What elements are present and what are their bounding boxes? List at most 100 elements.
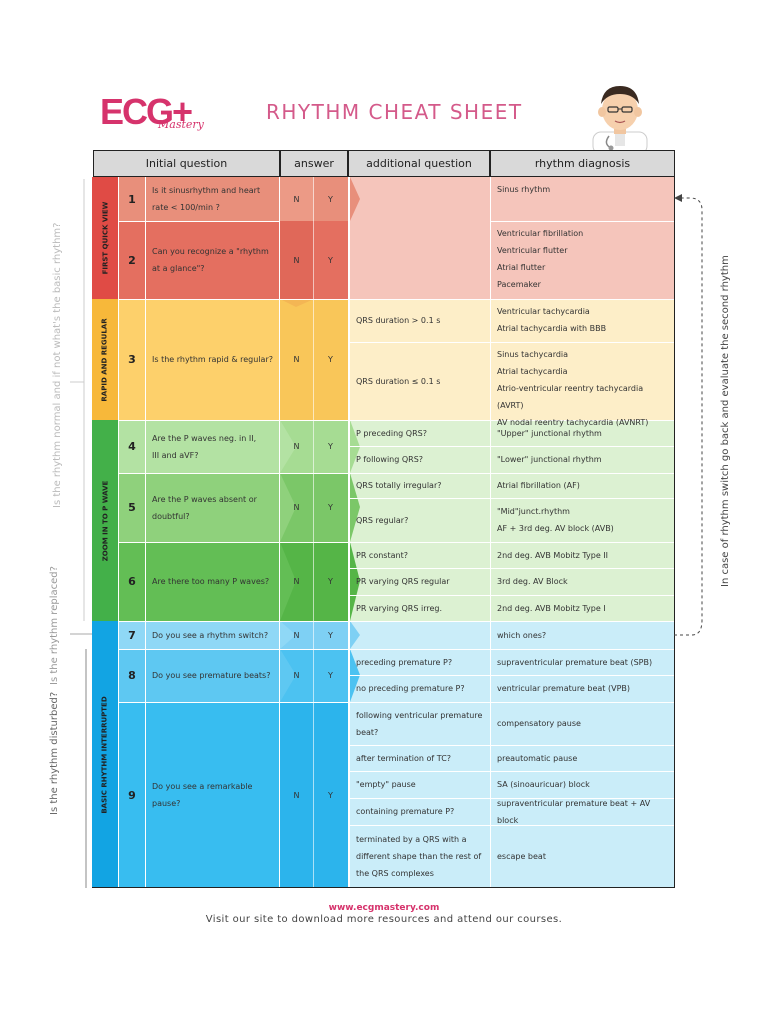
divider [350, 675, 674, 676]
grid-line [348, 177, 350, 888]
additional-question: QRS totally irregular? [356, 481, 442, 490]
question-number: 5 [128, 501, 136, 514]
additional-question [356, 221, 484, 299]
additional-question: QRS duration ≤ 0.1 s [356, 376, 441, 386]
answer-no: N [293, 255, 300, 265]
question-number: 3 [128, 353, 136, 366]
ecgmastery-logo: ECG+ Mastery [100, 92, 210, 134]
side-note-disturbed: Is the rhythm disturbed? [49, 691, 60, 815]
answer-no: N [293, 503, 300, 512]
divider [118, 649, 674, 650]
question-text: Are the P waves neg. in II, III and aVF? [152, 433, 257, 460]
rhythm-diagnosis: preautomatic pause [497, 753, 578, 763]
question-text: Can you recognize a "rhythm at a glance"… [152, 247, 269, 273]
divider [350, 568, 674, 569]
rhythm-diagnosis: Ventricular tachycardia Atrial tachycardi… [497, 307, 607, 333]
page-title: RHYTHM CHEAT SHEET [266, 100, 523, 124]
answer-no: N [293, 671, 300, 680]
rhythm-diagnosis: "Lower" junctional rhythm [497, 455, 602, 464]
section-band-red [92, 177, 118, 299]
additional-question: QRS regular? [356, 515, 409, 525]
rhythm-diagnosis: "Upper" junctional rhythm [497, 428, 602, 438]
divider [350, 498, 674, 499]
header-rhythm-diagnosis: rhythm diagnosis [490, 150, 675, 177]
additional-question: PR varying QRS regular [356, 577, 450, 586]
answer-yes: Y [328, 577, 333, 586]
grid-line [313, 177, 314, 888]
answer-no: N [293, 442, 300, 451]
divider [118, 221, 280, 222]
additional-question: "empty" pause [356, 780, 416, 789]
divider [118, 542, 674, 543]
rhythm-diagnosis: "Mid"junct.rhythm AF + 3rd deg. AV block … [497, 507, 614, 533]
side-note-replaced: Is the rhythm replaced? [49, 566, 60, 685]
section-band-green [92, 420, 118, 621]
header-answer: answer [280, 150, 348, 177]
question-number: 7 [128, 628, 136, 642]
section-label-zoom-p-wave: ZOOM IN TO P WAVE [101, 480, 109, 561]
rhythm-diagnosis: supraventricular premature beat + AV blo… [497, 798, 651, 825]
answer-yes: Y [328, 790, 333, 800]
logo-subtext: Mastery [158, 118, 204, 131]
question-number: 1 [128, 192, 136, 206]
additional-question [356, 177, 484, 221]
logo-text: ECG+ [100, 91, 193, 132]
rhythm-diagnosis: 2nd deg. AVB Mobitz Type II [497, 550, 609, 560]
question-number: 9 [128, 788, 136, 802]
grid-line [279, 177, 280, 888]
side-brackets [70, 179, 92, 888]
question-text: Do you see a remarkable pause? [152, 782, 253, 808]
additional-question: after termination of TC? [356, 753, 452, 763]
answer-yes: Y [328, 355, 333, 364]
answer-no: N [293, 194, 300, 204]
grid-line [145, 177, 146, 888]
divider [118, 299, 674, 300]
additional-question: PR constant? [356, 550, 408, 560]
grid-line [490, 177, 491, 888]
table-right-border [674, 150, 675, 888]
header-initial-question: Initial question [93, 150, 280, 177]
divider [350, 798, 674, 799]
rhythm-diagnosis: escape beat [497, 852, 546, 861]
answer-no: N [293, 577, 300, 586]
rhythm-switch-arrow-icon [674, 194, 703, 636]
divider [118, 702, 674, 703]
divider [350, 446, 674, 447]
row-bg [350, 621, 675, 888]
divider [118, 621, 674, 622]
question-number: 8 [128, 669, 136, 682]
divider [350, 342, 674, 343]
answer-yes: Y [328, 630, 333, 640]
answer-arrows [280, 177, 360, 888]
answer-yes: Y [328, 671, 333, 680]
section-label-first-quick-view: FIRST QUICK VIEW [101, 201, 110, 275]
footer-url-link[interactable]: www.ecgmastery.com [328, 903, 440, 913]
divider [350, 595, 674, 596]
rhythm-diagnosis: ventricular premature beat (VPB) [497, 684, 631, 693]
additional-question: P following QRS? [356, 455, 424, 464]
grid-line [118, 177, 119, 888]
divider [490, 221, 674, 222]
question-number: 4 [128, 440, 136, 453]
answer-yes: Y [328, 503, 333, 512]
header-additional-question: additional question [348, 150, 490, 177]
rhythm-diagnosis: which ones? [497, 630, 547, 640]
question-text: Are there too many P waves? [152, 577, 270, 586]
additional-question: no preceding premature P? [356, 684, 465, 693]
additional-question: terminated by a QRS with a different sha… [356, 835, 482, 878]
divider [350, 825, 674, 826]
rhythm-diagnosis: 2nd deg. AVB Mobitz Type I [497, 603, 606, 613]
rhythm-diagnosis: compensatory pause [497, 719, 581, 728]
question-text: Is the rhythm rapid & regular? [152, 355, 273, 364]
rhythm-diagnosis: 3rd deg. AV Block [497, 577, 568, 586]
row-bg [350, 420, 675, 621]
question-number: 6 [128, 575, 136, 588]
footer-message: Visit our site to download more resource… [205, 914, 563, 925]
divider [350, 771, 674, 772]
answer-no: N [293, 790, 300, 800]
row-bg [350, 299, 675, 420]
additional-question [356, 621, 484, 649]
additional-question: containing premature P? [356, 807, 455, 816]
question-text: Are the P waves absent or doubtful? [152, 494, 257, 521]
rhythm-diagnosis: supraventricular premature beat (SPB) [497, 657, 653, 667]
